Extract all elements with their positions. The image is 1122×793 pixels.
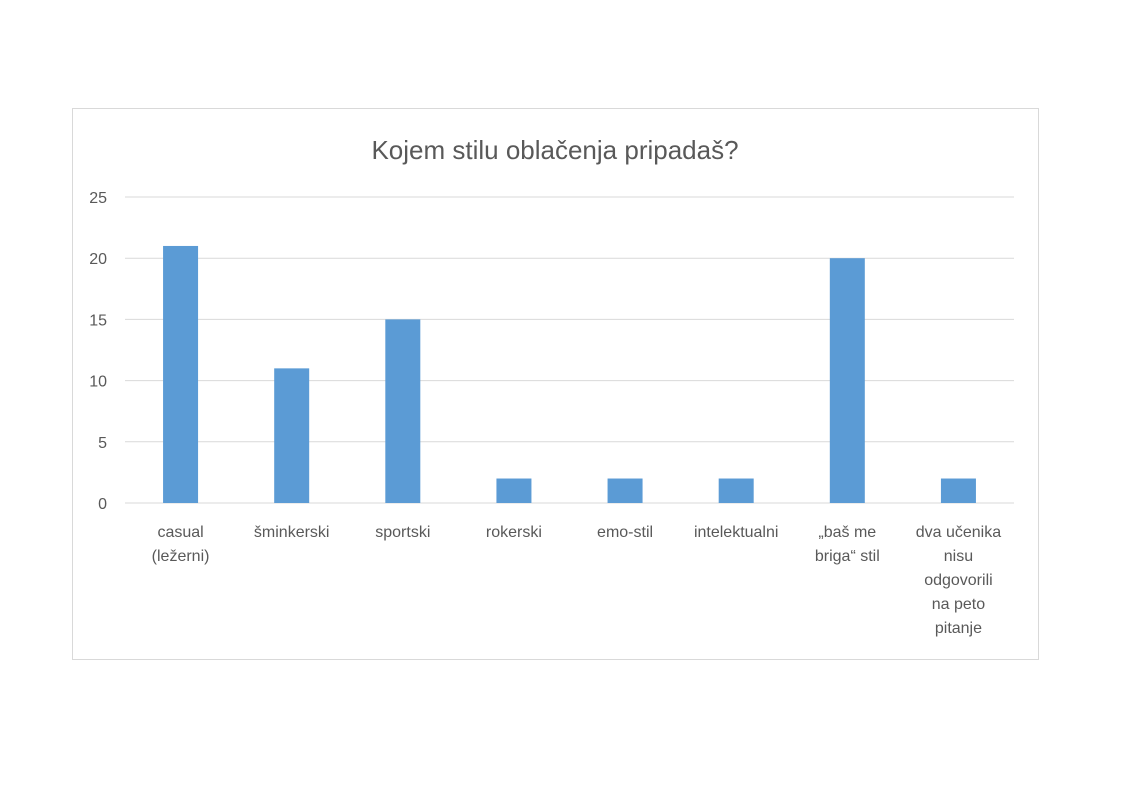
- x-axis-category-labels: casual (ležerni) šminkerski sportski rokersk…: [152, 524, 1002, 637]
- gridlines: [125, 196, 1014, 504]
- category-label: casual (ležerni): [152, 524, 210, 565]
- chart-container: Kojem stilu oblačenja pripadaš? 0 5 10 15 20…: [72, 108, 1039, 660]
- y-tick-label: 10: [89, 374, 107, 391]
- bars: [163, 245, 976, 503]
- bar-1: [274, 368, 310, 503]
- category-label: emo-stil: [597, 524, 653, 541]
- y-tick-label: 5: [98, 435, 107, 452]
- bar-4: [607, 478, 643, 503]
- bar-5: [718, 478, 754, 503]
- bar-chart: Kojem stilu oblačenja pripadaš? 0 5 10 15 20…: [89, 135, 1014, 637]
- bar-0: [163, 245, 199, 503]
- chart-title: Kojem stilu oblačenja pripadaš?: [371, 135, 738, 165]
- category-label: dva učenika nisu odgovorili na peto pitanje: [916, 524, 1001, 637]
- bar-6: [829, 258, 865, 503]
- bar-2: [385, 319, 421, 503]
- category-label: šminkerski: [254, 524, 330, 541]
- y-tick-label: 20: [89, 251, 107, 268]
- category-label: intelektualni: [694, 524, 779, 541]
- bar-3: [496, 478, 532, 503]
- category-label: sportski: [375, 524, 430, 541]
- y-tick-label: 25: [89, 190, 107, 207]
- category-label: „baš me briga“ stil: [815, 524, 880, 565]
- y-tick-label: 15: [89, 312, 107, 329]
- bar-7: [940, 478, 976, 503]
- y-tick-label: 0: [98, 496, 107, 513]
- category-label: rokerski: [486, 524, 542, 541]
- y-axis-tick-labels: 0 5 10 15 20 25: [89, 190, 107, 513]
